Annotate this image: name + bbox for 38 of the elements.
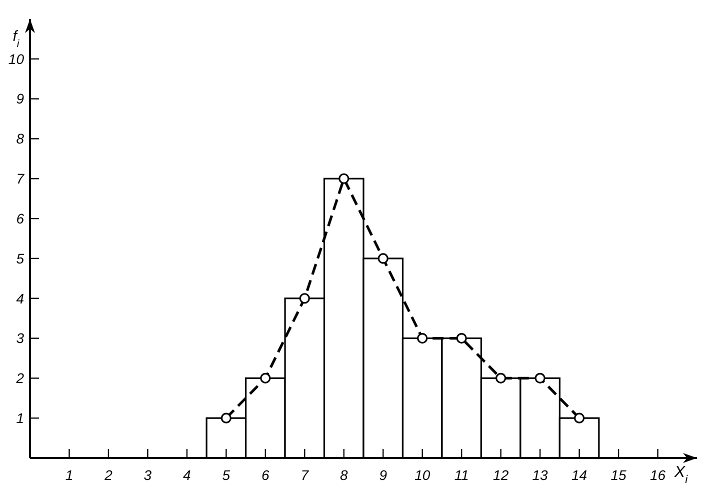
x-tick-label: 12 — [493, 467, 509, 483]
x-tick-label: 1 — [65, 467, 74, 483]
y-tick-label: 2 — [15, 370, 24, 386]
y-tick-label: 6 — [16, 210, 24, 226]
x-tick-label: 3 — [144, 467, 152, 483]
x-axis-title: X$_{i}$ — [673, 464, 688, 486]
y-tick-label: 4 — [16, 290, 24, 306]
x-tick-label: 14 — [572, 467, 588, 483]
x-tick-label: 5 — [222, 467, 230, 483]
x-tick-label: 16 — [650, 467, 666, 483]
point — [260, 372, 271, 384]
x-tick-label: 13 — [532, 467, 548, 483]
point — [338, 173, 350, 184]
x-tick-label: 9 — [379, 467, 388, 483]
x-tick-label: 8 — [340, 467, 348, 483]
y-tick-label: 5 — [16, 250, 24, 266]
y-tick-label: 8 — [16, 130, 24, 147]
point — [299, 293, 310, 304]
x-tick-label: 15 — [610, 467, 627, 483]
y-tick-label: 1 — [16, 410, 24, 426]
point — [220, 412, 232, 424]
point — [534, 372, 546, 384]
y-tick-label: 3 — [16, 330, 24, 346]
y-axis-title: f$_{i}$ — [12, 28, 20, 50]
point — [417, 332, 428, 344]
point — [456, 332, 467, 344]
point — [496, 372, 506, 384]
x-tick-label: 11 — [454, 467, 469, 483]
x-tick-label: 7 — [300, 467, 310, 483]
y-tick-label: 10 — [8, 50, 24, 67]
x-tick-label: 4 — [183, 467, 192, 483]
y-tick-label: 7 — [16, 170, 26, 187]
y-tick-label: 9 — [16, 90, 24, 107]
x-tick-label: 6 — [262, 467, 270, 483]
x-tick-label: 10 — [414, 467, 430, 483]
point — [378, 253, 388, 264]
x-tick-label: 2 — [104, 467, 113, 483]
point — [574, 412, 585, 424]
